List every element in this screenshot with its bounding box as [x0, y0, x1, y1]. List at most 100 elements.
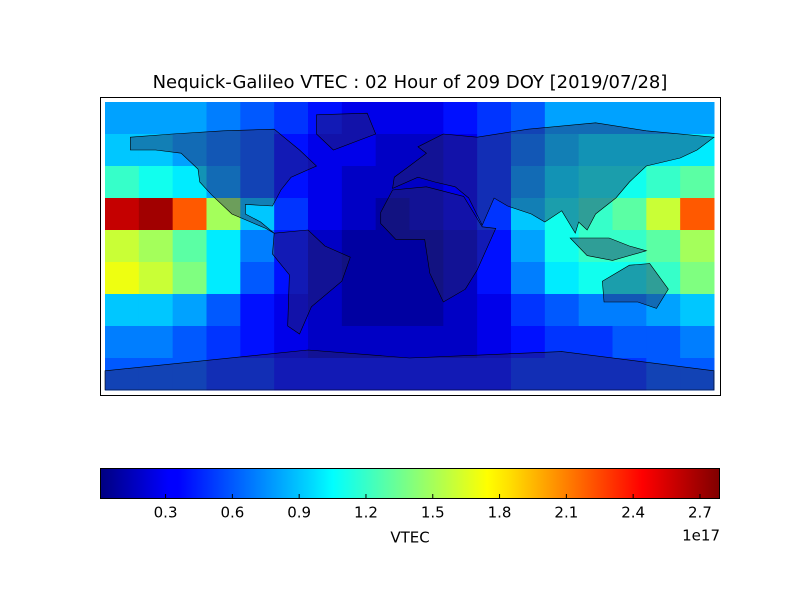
heat-cell [544, 262, 580, 295]
heat-cell [680, 262, 715, 295]
land [130, 128, 317, 234]
heat-cell [443, 230, 478, 263]
land [316, 112, 377, 151]
heat-cell [511, 134, 546, 167]
heat-cell [646, 358, 681, 391]
heat-cell [443, 102, 478, 135]
heat-cell [138, 230, 174, 263]
heat-cell [646, 102, 681, 135]
heat-cell [341, 358, 377, 391]
heat-cell [612, 166, 647, 199]
heat-cell [511, 358, 546, 391]
heat-cell [172, 230, 207, 263]
heat-cell [308, 326, 343, 359]
land [272, 229, 351, 335]
heat-cell [544, 358, 580, 391]
heat-cell [375, 166, 410, 199]
heat-cell [375, 358, 410, 391]
heat-cell [274, 230, 309, 263]
heat-cell [477, 358, 512, 391]
heat-cell [274, 166, 309, 199]
heat-cell [409, 294, 444, 327]
heat-cell [477, 102, 512, 135]
heat-cell [105, 294, 140, 327]
land [569, 237, 648, 261]
heat-cell [206, 262, 241, 295]
heat-cell [308, 198, 343, 231]
heat-cell [375, 326, 410, 359]
heat-cell [308, 134, 343, 167]
heat-cell [646, 166, 681, 199]
heat-cell [172, 198, 207, 231]
heat-cell [612, 358, 647, 391]
heat-cell [544, 102, 580, 135]
heat-cell [680, 102, 715, 135]
heat-cell [443, 198, 478, 231]
heat-cell [172, 166, 207, 199]
heat-cell [578, 358, 613, 391]
heat-cell [375, 102, 410, 135]
heat-cell [409, 134, 444, 167]
heat-cell [578, 294, 613, 327]
colorbar-tick-label: 1.5 [421, 504, 445, 522]
heat-cell [409, 102, 444, 135]
heat-cell [375, 294, 410, 327]
heat-cell [138, 326, 174, 359]
colorbar-label: VTEC [390, 529, 429, 547]
heat-cell [341, 166, 377, 199]
heat-cell [375, 230, 410, 263]
heat-cell [341, 134, 377, 167]
heat-cell [578, 326, 613, 359]
heat-cell [240, 326, 275, 359]
colorbar-tick-label: 2.1 [554, 504, 578, 522]
heat-cell [511, 198, 546, 231]
heat-cell [646, 230, 681, 263]
heat-cell [172, 102, 207, 135]
heat-cell [612, 326, 647, 359]
heat-cell [443, 166, 478, 199]
heat-cell [544, 166, 580, 199]
heat-cell [477, 326, 512, 359]
colorbar-tick-label: 0.9 [287, 504, 311, 522]
heat-cell [409, 262, 444, 295]
heat-cell [544, 134, 580, 167]
heat-cell [308, 294, 343, 327]
heat-cell [477, 198, 512, 231]
heat-cell [443, 358, 478, 391]
heat-cell [308, 166, 343, 199]
heat-cell [612, 198, 647, 231]
heat-cell [443, 326, 478, 359]
heat-cell [544, 198, 580, 231]
heat-cell [274, 134, 309, 167]
heat-cell [578, 198, 613, 231]
heat-cell [138, 166, 174, 199]
heat-cell [409, 166, 444, 199]
heat-cell [680, 326, 715, 359]
heat-cell [646, 326, 681, 359]
heat-cell [409, 198, 444, 231]
heat-cell [341, 262, 377, 295]
heat-cell [680, 294, 715, 327]
heat-cell [240, 262, 275, 295]
heat-cell [206, 326, 241, 359]
heat-cell [646, 262, 681, 295]
heat-cell [105, 262, 140, 295]
heat-cell [138, 198, 174, 231]
heat-cell [341, 198, 377, 231]
heat-cell [274, 198, 309, 231]
heat-cell [138, 262, 174, 295]
heat-cell [172, 294, 207, 327]
heat-cell [341, 294, 377, 327]
heat-cell [511, 166, 546, 199]
heat-cell [477, 294, 512, 327]
heat-cell [274, 102, 309, 135]
heat-cell [274, 294, 309, 327]
heat-cell [375, 134, 410, 167]
heat-cell [680, 166, 715, 199]
heat-cell [240, 230, 275, 263]
land [602, 263, 669, 309]
heat-cell [612, 262, 647, 295]
map-frame [100, 97, 721, 396]
heat-cell [206, 198, 241, 231]
